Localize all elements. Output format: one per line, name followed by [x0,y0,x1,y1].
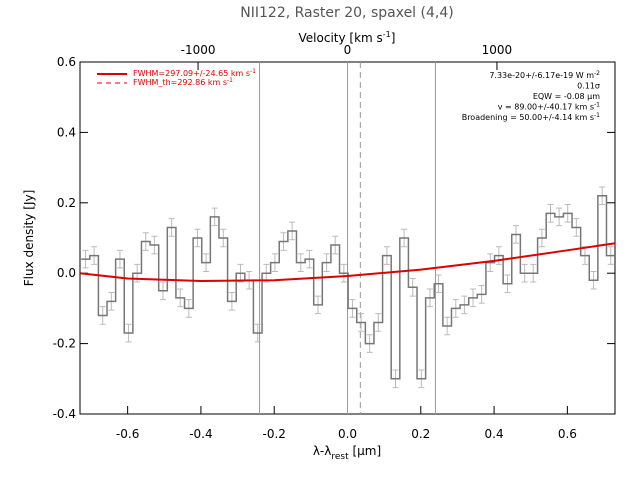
annotation: 7.33e-20+/-6.17e-19 W m-2 [489,70,600,80]
x-axis-label: λ-λrest [μm] [313,444,381,462]
x-axis-label-main: λ-λ [313,444,332,458]
spectrum [81,195,615,380]
annotation-text: 7.33e-20+/-6.17e-19 W m [489,71,594,80]
annotation-sup: -2 [594,70,600,77]
y-axis-label: Flux density [Jy] [22,190,36,287]
y-tick-label: 0.0 [57,266,76,280]
annotation-text: FWHM=297.09+/-24.65 km s [133,69,250,78]
x-tick-label: 0.2 [411,427,430,441]
annotation: Broadening = 50.00+/-4.14 km s-1 [462,112,600,122]
x-axis-label-sub: rest [331,452,349,462]
annotation-text: v = 89.00+/-40.17 km s [498,103,594,112]
fit-line [79,242,616,282]
annotation-sup: -1 [594,102,600,109]
y-tick-label: 0.2 [57,196,76,210]
chart-title: NII122, Raster 20, spaxel (4,4) [240,5,453,21]
y-tick-label: 0.4 [57,125,76,139]
top-tick-label: -1000 [181,43,216,57]
x-tick-label: 0.0 [338,427,357,441]
x-tick-label: 0.6 [558,427,577,441]
annotation: 0.11σ [577,82,600,91]
top-tick-label: 1000 [482,43,513,57]
annotation: v = 89.00+/-40.17 km s-1 [498,102,600,112]
top-tick-label: 0 [344,43,352,57]
x-tick-label: 0.4 [485,427,504,441]
annotation-text: Broadening = 50.00+/-4.14 km s [462,113,594,122]
x-axis-label-end: [μm] [349,444,382,458]
y-tick-label: 0.6 [57,55,76,69]
y-tick-label: -0.2 [53,337,76,351]
top-axis-label-text: Velocity [km s [299,31,383,45]
y-tick-label: -0.4 [53,407,76,421]
top-axis-label-sup: -1 [383,30,391,39]
annotation-sup: -1 [594,112,600,119]
annotation-sup: -1 [250,68,256,75]
annotation: FWHM_th=292.86 km s-1 [133,77,233,87]
x-tick-label: -0.6 [116,427,139,441]
x-tick-label: -0.4 [189,427,212,441]
annotation: EQW = -0.08 μm [533,92,600,101]
top-axis-label: Velocity [km s-1] [299,30,396,45]
annotation-text: 0.11σ [577,82,600,91]
annotation: FWHM=297.09+/-24.65 km s-1 [133,68,256,78]
annotation-sup: -1 [227,77,233,84]
top-axis-label-end: ] [391,31,396,45]
annotation-text: EQW = -0.08 μm [533,92,600,101]
annotation-text: FWHM_th=292.86 km s [133,78,227,87]
x-tick-label: -0.2 [263,427,286,441]
